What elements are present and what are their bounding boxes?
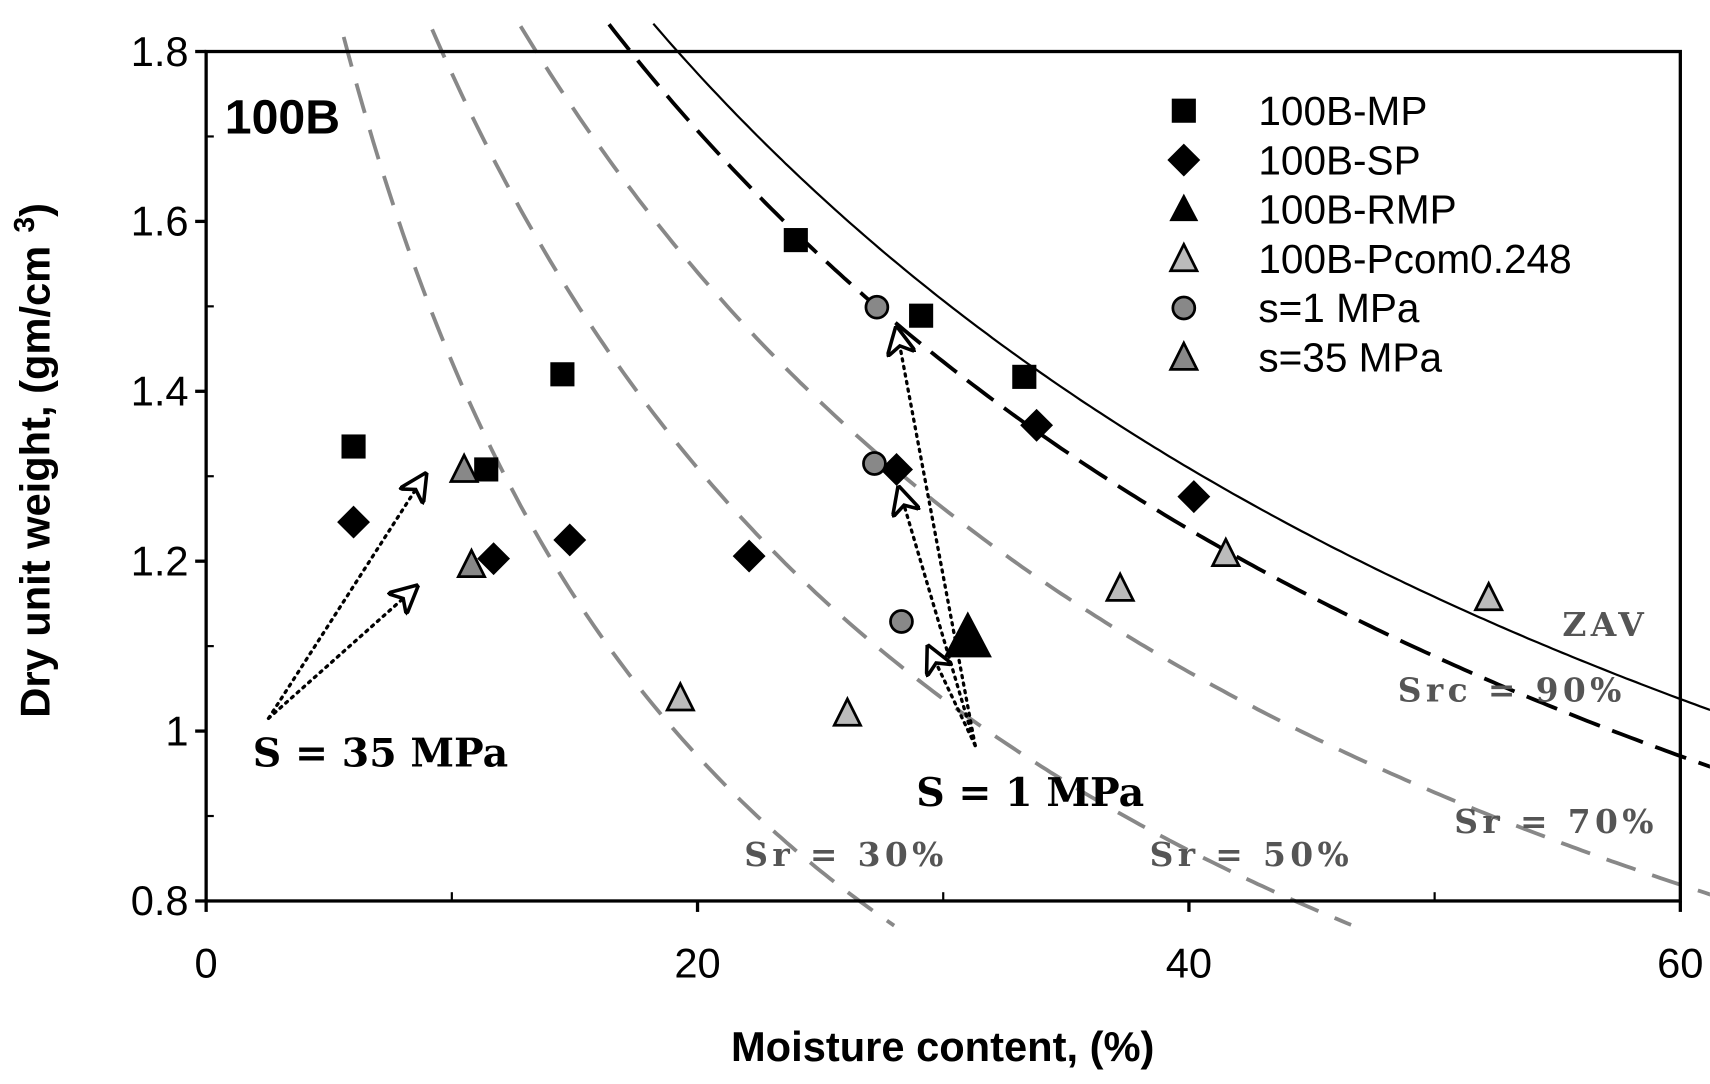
legend-label: 100B-Pcom0.248 xyxy=(1258,236,1571,282)
data-point xyxy=(1210,536,1242,567)
curve-label: Sr = 30% xyxy=(744,835,948,874)
data-point xyxy=(1473,580,1505,612)
annotation-arrows xyxy=(266,328,977,748)
legend-marker xyxy=(1169,193,1199,222)
y-tick-label: 1.2 xyxy=(131,537,189,584)
legend-marker xyxy=(1168,241,1200,273)
data-point xyxy=(550,362,575,387)
curve-zav xyxy=(652,22,1710,712)
data-point xyxy=(732,539,766,573)
series-100b-mp xyxy=(341,228,1037,482)
annotation-arrow xyxy=(897,328,977,748)
curve-label: Sr = 50% xyxy=(1150,835,1354,874)
data-point xyxy=(337,505,370,539)
data-point xyxy=(477,542,511,576)
legend: 100B-MP100B-SP100B-RMP100B-Pcom0.248s=1 … xyxy=(1167,88,1572,381)
annotation-arrow xyxy=(928,647,977,748)
curve-sr-50- xyxy=(430,28,1352,927)
y-tick-label: 1.8 xyxy=(131,28,189,75)
legend-marker xyxy=(1171,98,1196,123)
data-point xyxy=(832,695,863,727)
series-100b-sp xyxy=(337,408,1211,576)
y-axis-label-close: ) xyxy=(11,203,58,217)
data-point xyxy=(474,457,499,482)
annotation-label: S = 35 MPa xyxy=(253,731,508,777)
curve-label: ZAV xyxy=(1562,605,1648,644)
legend-label: 100B-SP xyxy=(1258,137,1420,183)
legend-marker xyxy=(1171,295,1197,321)
curve-sr-70- xyxy=(518,25,1710,897)
data-point xyxy=(1177,480,1211,514)
series-s-35-mpa xyxy=(448,452,487,579)
legend-label: s=1 MPa xyxy=(1258,285,1420,331)
y-axis-label: Dry unit weight, (gm/cm 3) xyxy=(9,203,58,718)
legend-marker xyxy=(1167,143,1201,177)
y-tick-label: 1 xyxy=(165,707,188,754)
axis-ticks: 0 20 40 60 0.8 1 1.2 1.4 1.6 1.8 xyxy=(131,28,1704,987)
x-tick-label: 60 xyxy=(1657,940,1703,987)
y-tick-label: 0.8 xyxy=(131,877,189,924)
x-tick-label: 20 xyxy=(674,940,720,987)
data-point xyxy=(1104,571,1136,602)
annotation-label: S = 1 MPa xyxy=(916,770,1144,816)
data-point xyxy=(341,434,366,459)
legend-label: s=35 MPa xyxy=(1258,335,1442,381)
data-point xyxy=(1020,408,1054,442)
curve-label: Sr = 70% xyxy=(1454,802,1658,841)
series-s-1-mpa xyxy=(862,294,914,634)
panel-label: 100B xyxy=(225,91,340,145)
x-tick-label: 0 xyxy=(195,940,218,987)
curve-sr-30- xyxy=(341,36,896,928)
data-point xyxy=(783,228,808,253)
data-point xyxy=(862,451,887,476)
data-point xyxy=(456,547,487,579)
y-tick-label: 1.4 xyxy=(131,368,189,415)
data-point xyxy=(448,452,480,483)
data-point xyxy=(864,294,890,320)
curve-labels: S = 35 MPa S = 1 MPa ZAV Src = 90% Sr = 70% S… xyxy=(253,605,1658,874)
data-points xyxy=(337,228,1505,727)
annotation-arrow xyxy=(266,475,426,720)
x-axis-label: Moisture content, (%) xyxy=(731,1023,1154,1070)
legend-label: 100B-MP xyxy=(1258,88,1427,134)
data-point xyxy=(909,303,934,328)
x-tick-label: 40 xyxy=(1166,940,1212,987)
data-point xyxy=(943,611,992,658)
data-point xyxy=(553,523,587,557)
legend-label: 100B-RMP xyxy=(1258,187,1456,233)
annotation-arrow xyxy=(266,587,417,720)
annotation-arrow xyxy=(899,488,977,748)
series-100b-rmp xyxy=(943,611,992,658)
curve-label: Src = 90% xyxy=(1398,670,1626,709)
data-point xyxy=(1012,364,1037,389)
legend-marker xyxy=(1168,340,1200,371)
curve-src-90- xyxy=(607,23,1710,769)
y-axis-label-sup: 3 xyxy=(9,217,41,233)
data-point xyxy=(889,609,914,634)
series-100b-pcom0-248 xyxy=(664,536,1505,727)
data-point xyxy=(664,680,696,712)
y-tick-label: 1.6 xyxy=(131,198,189,245)
y-axis-label-text: Dry unit weight, (gm/cm xyxy=(11,246,58,718)
